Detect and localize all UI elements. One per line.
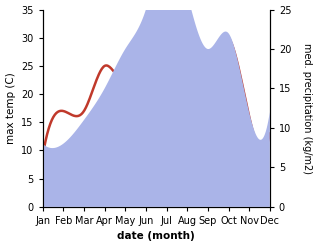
Y-axis label: med. precipitation (kg/m2): med. precipitation (kg/m2) [302,43,313,174]
Y-axis label: max temp (C): max temp (C) [5,72,16,144]
X-axis label: date (month): date (month) [117,231,195,242]
